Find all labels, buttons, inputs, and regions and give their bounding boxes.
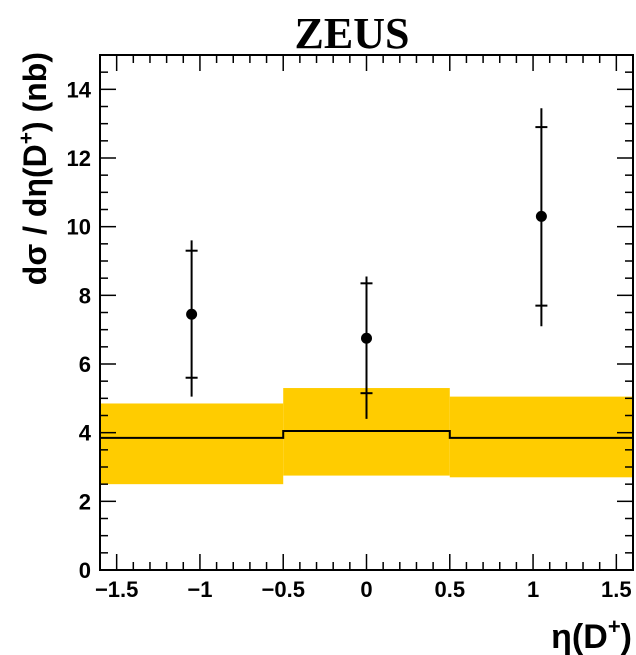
x-axis-ticks xyxy=(99,55,634,570)
x-axis-label-sup: + xyxy=(608,614,621,639)
x-axis-label: η(D+) xyxy=(551,614,632,655)
x-tick-label: −1.5 xyxy=(95,577,138,602)
y-axis-ticks xyxy=(100,54,633,571)
data-point-1 xyxy=(361,332,372,344)
data-point-2 xyxy=(535,210,547,222)
y-tick-label: 2 xyxy=(79,489,91,514)
theory-band-0 xyxy=(100,403,284,485)
chart-title: ZEUS xyxy=(295,9,410,58)
x-tick-label: −1 xyxy=(187,577,212,602)
y-tick-label: 12 xyxy=(67,146,91,171)
data-points xyxy=(185,108,548,419)
x-tick-label: 0 xyxy=(360,577,372,602)
x-tick-label: 0.5 xyxy=(434,577,465,602)
y-axis-label: dσ / dη(D+) (nb) xyxy=(15,52,53,285)
y-tick-label: 6 xyxy=(79,352,91,377)
y-tick-label: 0 xyxy=(79,558,91,583)
x-tick-labels: −1.5 −1 −0.5 0 0.5 1 1.5 xyxy=(95,577,632,602)
y-tick-label: 8 xyxy=(79,283,91,308)
x-tick-label: 1 xyxy=(527,577,539,602)
x-tick-label: 1.5 xyxy=(601,577,632,602)
y-axis-label-main: dσ / dη(D xyxy=(17,144,53,285)
y-tick-label: 14 xyxy=(67,77,92,102)
y-tick-label: 10 xyxy=(67,215,91,240)
x-axis-label-main: η(D xyxy=(551,618,608,655)
theory-central-line xyxy=(100,429,633,439)
theory-line xyxy=(100,429,633,439)
x-tick-label: −0.5 xyxy=(262,577,305,602)
y-axis-label-close: ) (nb) xyxy=(17,52,53,132)
data-point-0 xyxy=(186,308,198,320)
y-axis-label-sup: + xyxy=(15,132,38,144)
y-tick-label: 4 xyxy=(79,421,92,446)
x-axis-label-close: ) xyxy=(621,618,632,655)
y-tick-labels: 0 2 4 6 8 10 12 14 xyxy=(67,77,92,583)
